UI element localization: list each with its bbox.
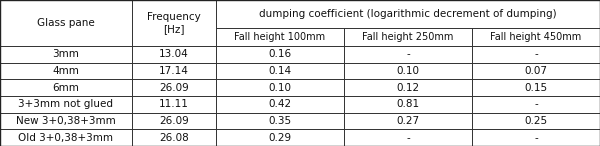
Text: Fall height 450mm: Fall height 450mm xyxy=(490,32,581,42)
Bar xyxy=(132,113,216,129)
Bar xyxy=(344,129,472,146)
Bar xyxy=(344,28,472,46)
Text: 0.14: 0.14 xyxy=(268,66,292,76)
Bar xyxy=(344,79,472,96)
Bar xyxy=(0,129,132,146)
Bar xyxy=(0,46,132,63)
Bar xyxy=(216,63,344,79)
Text: Frequency
[Hz]: Frequency [Hz] xyxy=(147,12,201,34)
Text: 0.07: 0.07 xyxy=(524,66,548,76)
Bar xyxy=(344,113,472,129)
Bar xyxy=(0,0,132,46)
Bar xyxy=(216,79,344,96)
Text: 0.12: 0.12 xyxy=(397,83,419,93)
Text: -: - xyxy=(406,49,410,59)
Text: 3mm: 3mm xyxy=(53,49,79,59)
Text: 0.10: 0.10 xyxy=(269,83,292,93)
Text: 26.09: 26.09 xyxy=(159,83,189,93)
Text: 0.16: 0.16 xyxy=(268,49,292,59)
Text: 0.81: 0.81 xyxy=(397,99,419,109)
Bar xyxy=(344,63,472,79)
Bar xyxy=(472,46,600,63)
Text: New 3+0,38+3mm: New 3+0,38+3mm xyxy=(16,116,116,126)
Bar xyxy=(216,113,344,129)
Bar xyxy=(216,129,344,146)
Text: 0.27: 0.27 xyxy=(397,116,419,126)
Bar xyxy=(472,79,600,96)
Text: -: - xyxy=(534,133,538,143)
Text: Fall height 100mm: Fall height 100mm xyxy=(235,32,326,42)
Bar xyxy=(472,129,600,146)
Text: -: - xyxy=(534,99,538,109)
Bar xyxy=(132,63,216,79)
Bar xyxy=(472,113,600,129)
Text: Glass pane: Glass pane xyxy=(37,18,95,28)
Text: 0.35: 0.35 xyxy=(268,116,292,126)
Bar xyxy=(216,28,344,46)
Text: 3+3mm not glued: 3+3mm not glued xyxy=(19,99,113,109)
Bar xyxy=(0,63,132,79)
Text: 11.11: 11.11 xyxy=(159,99,189,109)
Text: 0.15: 0.15 xyxy=(524,83,548,93)
Bar xyxy=(472,96,600,113)
Bar xyxy=(0,79,132,96)
Text: 6mm: 6mm xyxy=(53,83,79,93)
Text: -: - xyxy=(534,49,538,59)
Text: 13.04: 13.04 xyxy=(159,49,189,59)
Text: 26.08: 26.08 xyxy=(159,133,189,143)
Bar xyxy=(216,0,600,28)
Bar xyxy=(132,79,216,96)
Bar xyxy=(344,96,472,113)
Bar xyxy=(132,46,216,63)
Text: Fall height 250mm: Fall height 250mm xyxy=(362,32,454,42)
Bar xyxy=(216,46,344,63)
Text: 0.42: 0.42 xyxy=(268,99,292,109)
Text: Old 3+0,38+3mm: Old 3+0,38+3mm xyxy=(19,133,113,143)
Text: 4mm: 4mm xyxy=(53,66,79,76)
Bar xyxy=(344,46,472,63)
Bar xyxy=(132,129,216,146)
Text: 0.29: 0.29 xyxy=(268,133,292,143)
Text: 0.25: 0.25 xyxy=(524,116,548,126)
Bar xyxy=(216,96,344,113)
Text: 17.14: 17.14 xyxy=(159,66,189,76)
Text: 26.09: 26.09 xyxy=(159,116,189,126)
Bar xyxy=(472,63,600,79)
Text: -: - xyxy=(406,133,410,143)
Bar xyxy=(472,28,600,46)
Bar xyxy=(0,96,132,113)
Text: dumping coefficient (logarithmic decrement of dumping): dumping coefficient (logarithmic decreme… xyxy=(259,9,557,19)
Bar xyxy=(132,96,216,113)
Bar xyxy=(132,0,216,46)
Bar xyxy=(0,113,132,129)
Text: 0.10: 0.10 xyxy=(397,66,419,76)
